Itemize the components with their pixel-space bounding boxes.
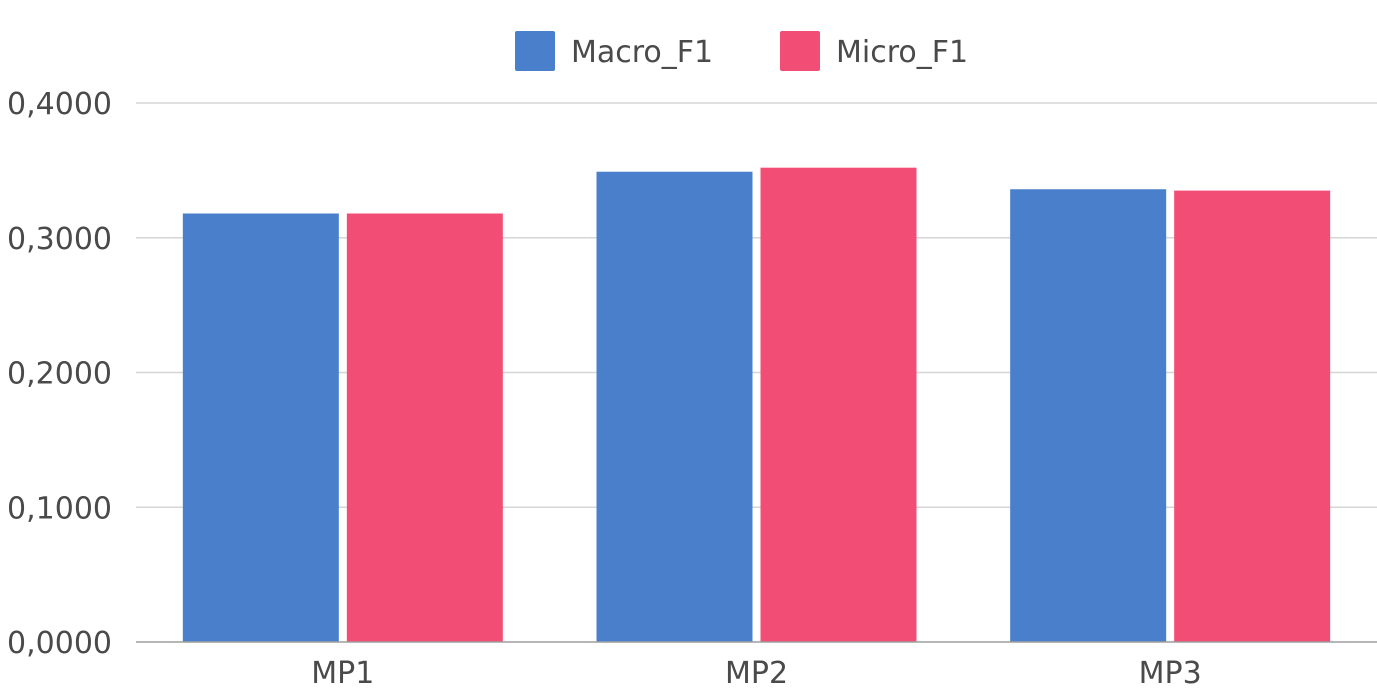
x-axis-ticks: MP1 MP2 MP3 bbox=[311, 656, 1201, 689]
y-tick-label: 0,2000 bbox=[7, 357, 112, 392]
y-axis-ticks: 0,0000 0,1000 0,2000 0,3000 0,4000 bbox=[7, 87, 112, 661]
bar-micro-f1-mp3 bbox=[1174, 190, 1331, 642]
bar-macro-f1-mp2 bbox=[596, 171, 753, 642]
bar-micro-f1-mp1 bbox=[346, 213, 503, 642]
legend-label: Macro_F1 bbox=[571, 35, 713, 70]
x-tick-label: MP1 bbox=[311, 656, 374, 689]
bar-micro-f1-mp2 bbox=[760, 167, 917, 642]
legend-swatch bbox=[515, 31, 555, 71]
y-tick-label: 0,1000 bbox=[7, 491, 112, 526]
y-tick-label: 0,4000 bbox=[7, 87, 112, 122]
y-tick-label: 0,0000 bbox=[7, 626, 112, 661]
x-tick-label: MP2 bbox=[725, 656, 788, 689]
y-tick-label: 0,3000 bbox=[7, 222, 112, 257]
legend-swatch bbox=[780, 31, 820, 71]
legend: Macro_F1 Micro_F1 bbox=[515, 31, 968, 71]
legend-label: Micro_F1 bbox=[836, 35, 968, 70]
bar-macro-f1-mp3 bbox=[1010, 189, 1167, 643]
legend-item-micro-f1: Micro_F1 bbox=[780, 31, 968, 71]
bars bbox=[182, 167, 1331, 643]
bar-macro-f1-mp1 bbox=[182, 213, 339, 642]
legend-item-macro-f1: Macro_F1 bbox=[515, 31, 713, 71]
gridlines bbox=[136, 102, 1377, 508]
x-tick-label: MP3 bbox=[1139, 656, 1202, 689]
